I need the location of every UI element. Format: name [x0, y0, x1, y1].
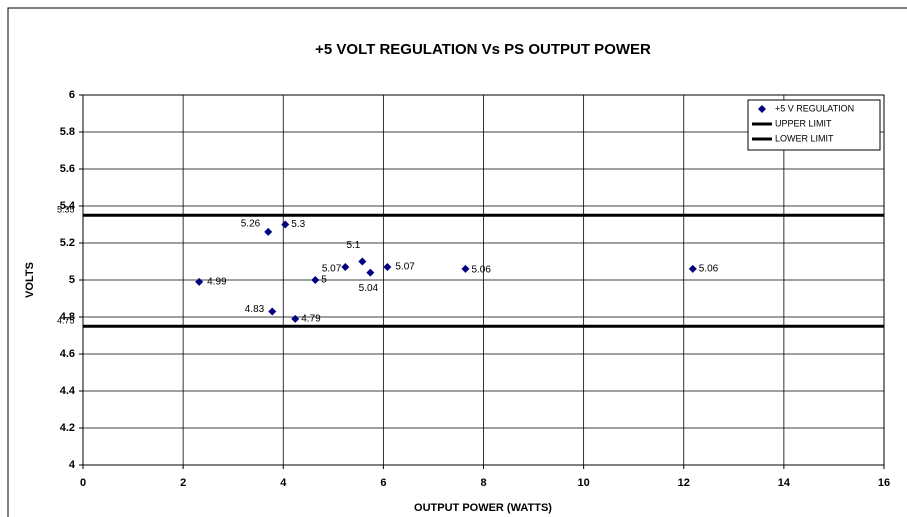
data-label: 5.06: [699, 264, 719, 275]
y-tick-label: 6: [69, 89, 75, 101]
x-tick-label: 16: [878, 477, 890, 489]
data-point: [195, 277, 204, 286]
data-point: [311, 276, 320, 284]
y-axis-title: VOLTS: [24, 262, 36, 298]
data-point: [264, 227, 273, 236]
y-tick-label: 4.6: [60, 348, 75, 360]
legend-swatch: [758, 105, 766, 113]
data-label: 4.79: [301, 313, 321, 324]
y-tick-label: 4: [69, 459, 76, 471]
data-label: 4.99: [207, 276, 227, 287]
y-tick-label: 4.2: [60, 422, 75, 434]
y-tick-label: 5.8: [60, 126, 75, 138]
data-point: [461, 264, 470, 273]
x-tick-label: 4: [280, 477, 287, 489]
data-point: [281, 220, 290, 229]
x-tick-label: 8: [480, 477, 486, 489]
data-label: 5.07: [395, 262, 415, 273]
y-tick-label: 5.6: [60, 163, 75, 175]
data-point: [358, 257, 367, 266]
data-point: [291, 314, 300, 323]
legend-label: +5 V REGULATION: [775, 103, 854, 113]
data-label: 5.1: [346, 240, 360, 251]
legend-label: LOWER LIMIT: [775, 133, 834, 143]
data-label: 4.83: [245, 304, 265, 315]
y-tick-label: 5: [69, 274, 75, 286]
x-tick-label: 14: [778, 477, 791, 489]
x-tick-label: 2: [180, 477, 186, 489]
data-label: 5.07: [322, 264, 342, 275]
data-label: 5: [321, 275, 327, 286]
data-point: [341, 263, 350, 272]
data-label: 5.06: [471, 265, 491, 276]
y-tick-label: 5.4: [60, 200, 76, 212]
x-tick-label: 10: [578, 477, 590, 489]
y-tick-label: 4.4: [60, 385, 76, 397]
data-point: [268, 307, 277, 316]
x-tick-label: 6: [380, 477, 386, 489]
x-tick-label: 12: [678, 477, 690, 489]
chart-title: +5 VOLT REGULATION Vs PS OUTPUT POWER: [315, 41, 651, 58]
data-label: 5.04: [359, 283, 379, 294]
data-label: 5.3: [291, 219, 305, 230]
data-label: 5.26: [241, 219, 261, 230]
legend-label: UPPER LIMIT: [775, 118, 832, 128]
limit-label: 5.35: [57, 205, 75, 215]
data-point: [366, 268, 375, 277]
x-tick-label: 0: [80, 477, 86, 489]
y-tick-label: 5.2: [60, 237, 75, 249]
data-point: [688, 264, 697, 273]
x-axis-title: OUTPUT POWER (WATTS): [414, 502, 552, 514]
y-tick-label: 4.8: [60, 311, 75, 323]
limit-label: 4.75: [57, 316, 75, 326]
data-point: [383, 263, 392, 272]
